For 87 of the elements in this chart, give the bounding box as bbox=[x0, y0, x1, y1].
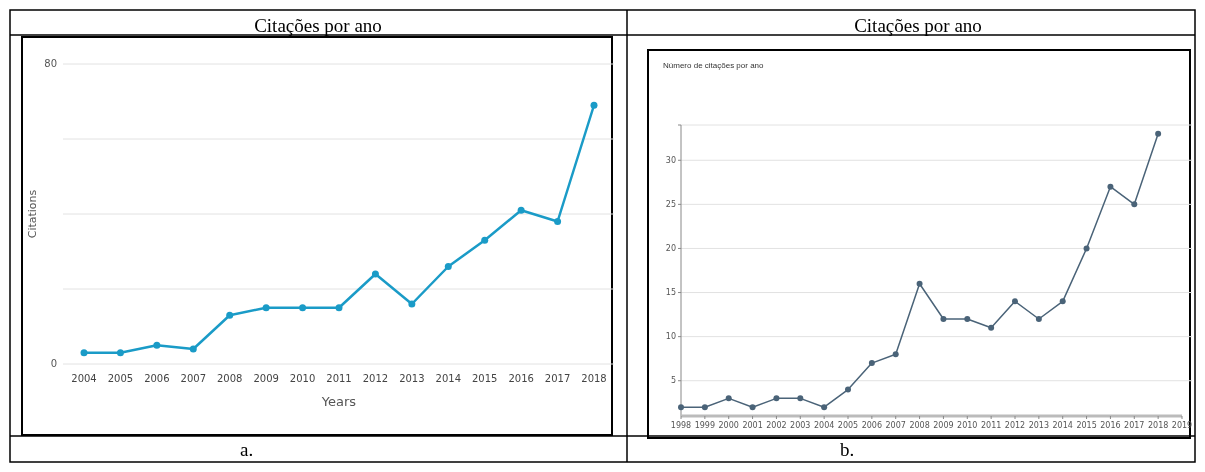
x-tick-label: 2000 bbox=[718, 421, 739, 430]
point bbox=[262, 304, 270, 312]
point bbox=[371, 270, 379, 278]
x-tick-label: 2004 bbox=[813, 421, 835, 430]
point bbox=[845, 386, 851, 393]
x-tick-label: 2018 bbox=[581, 373, 607, 384]
point bbox=[1107, 183, 1114, 190]
y-tick-label: 30 bbox=[665, 155, 676, 165]
x-axis-title: Years bbox=[320, 394, 357, 409]
point bbox=[444, 263, 452, 270]
x-tick-label: 2015 bbox=[471, 373, 498, 384]
point bbox=[868, 360, 875, 367]
x-tick-label: 2013 bbox=[1028, 421, 1050, 430]
x-tick-label: 2016 bbox=[508, 373, 534, 384]
chart-title: Citações por ano bbox=[854, 15, 982, 36]
point bbox=[1131, 201, 1138, 208]
x-tick-label: 2014 bbox=[435, 373, 462, 384]
point bbox=[892, 351, 899, 358]
point bbox=[1059, 298, 1066, 305]
x-tick-label: 2012 bbox=[362, 373, 389, 384]
point bbox=[940, 316, 947, 322]
x-tick-label: 2008 bbox=[216, 373, 243, 384]
x-tick-label: 2018 bbox=[1147, 421, 1169, 430]
point bbox=[1083, 245, 1090, 252]
point bbox=[517, 206, 525, 214]
point bbox=[80, 349, 88, 357]
x-tick-label: 2013 bbox=[399, 373, 425, 384]
x-tick-label: 1999 bbox=[694, 421, 716, 430]
x-tick-label: 2006 bbox=[861, 421, 883, 430]
point bbox=[773, 395, 780, 402]
x-tick-label: 2004 bbox=[71, 373, 97, 384]
point bbox=[408, 300, 416, 308]
text: b. bbox=[840, 439, 855, 460]
x-tick-label: 2012 bbox=[1004, 421, 1026, 430]
point bbox=[481, 236, 489, 244]
point bbox=[964, 316, 971, 322]
x-tick-label: 2005 bbox=[107, 373, 134, 384]
point bbox=[821, 404, 828, 411]
point bbox=[1155, 130, 1162, 137]
x-tick-label: 2009 bbox=[253, 373, 279, 384]
x-tick-label: 2017 bbox=[544, 373, 571, 384]
y-tick-label: 5 bbox=[670, 376, 676, 386]
point bbox=[749, 404, 756, 411]
x-tick-label: 2008 bbox=[909, 421, 930, 430]
y-tick-label: 15 bbox=[665, 288, 676, 298]
text: a. bbox=[240, 439, 254, 460]
x-tick-label: 1998 bbox=[670, 421, 692, 430]
x-tick-label: 2010 bbox=[957, 421, 978, 430]
point bbox=[678, 404, 684, 411]
x-tick-label: 2001 bbox=[742, 421, 763, 430]
point bbox=[116, 349, 124, 357]
x-tick-label: 2016 bbox=[1100, 421, 1121, 430]
chart-subtitle: Número de citações por ano bbox=[663, 61, 765, 70]
point bbox=[153, 341, 161, 349]
point bbox=[725, 395, 732, 402]
point bbox=[189, 345, 197, 353]
point bbox=[335, 304, 343, 312]
y-tick-label: 25 bbox=[665, 200, 676, 210]
y-tick-label: 20 bbox=[665, 244, 676, 254]
y-tick-label: 80 bbox=[44, 58, 57, 70]
point bbox=[1035, 316, 1042, 322]
x-tick-label: 2011 bbox=[326, 373, 352, 384]
x-tick-label: 2005 bbox=[837, 421, 859, 430]
point bbox=[916, 280, 923, 287]
x-tick-label: 2009 bbox=[933, 421, 954, 430]
x-tick-label: 2002 bbox=[766, 421, 787, 430]
x-tick-label: 2011 bbox=[980, 421, 1002, 430]
y-tick-label: 10 bbox=[665, 332, 676, 342]
y-axis-title: Citations bbox=[26, 189, 39, 239]
x-tick-label: 2010 bbox=[289, 373, 316, 384]
point bbox=[226, 311, 234, 319]
x-tick-label: 2014 bbox=[1052, 421, 1073, 430]
point bbox=[590, 101, 598, 109]
point bbox=[299, 304, 307, 312]
point bbox=[554, 218, 562, 225]
point bbox=[701, 404, 708, 411]
x-tick-label: 2017 bbox=[1124, 421, 1145, 430]
x-tick-label: 2007 bbox=[180, 373, 207, 384]
chart-title: Citações por ano bbox=[254, 15, 382, 36]
point bbox=[1012, 298, 1018, 305]
point bbox=[797, 395, 804, 402]
x-tick-label: 2015 bbox=[1076, 421, 1097, 430]
y-tick-label: 0 bbox=[50, 358, 57, 370]
x-tick-label: 2007 bbox=[885, 421, 906, 430]
point bbox=[988, 324, 995, 331]
x-tick-label: 2006 bbox=[144, 373, 170, 384]
x-tick-label: 2003 bbox=[790, 421, 811, 430]
